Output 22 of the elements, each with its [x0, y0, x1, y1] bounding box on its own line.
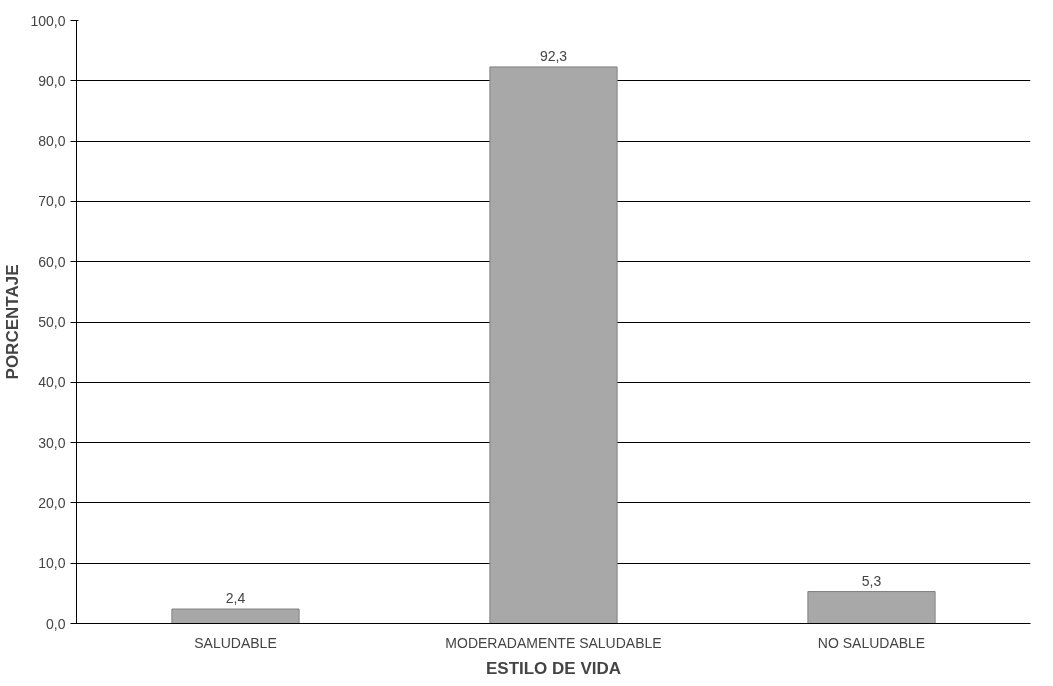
x-tick-label: MODERADAMENTE SALUDABLE: [445, 634, 662, 651]
y-tick-label: 50,0: [38, 314, 66, 330]
bar: [171, 608, 300, 624]
y-tick-label: 30,0: [38, 434, 66, 451]
y-tick-label: 90,0: [38, 72, 66, 89]
x-tick-label: NO SALUDABLE: [817, 634, 926, 651]
bar: [489, 66, 618, 624]
data-label: 2,4: [225, 590, 246, 607]
y-tick-label: 60,0: [38, 253, 66, 270]
x-axis-title: ESTILO DE VIDA: [485, 658, 622, 678]
y-tick-label: 80,0: [38, 133, 66, 150]
data-label: 5,3: [861, 572, 882, 589]
y-tick-label: 100,0: [30, 12, 66, 29]
x-tick-label: SALUDABLE: [194, 634, 277, 651]
y-axis-title: PORCENTAJE: [3, 264, 23, 380]
y-tick-label: 40,0: [38, 374, 66, 391]
y-tick-label: 70,0: [38, 193, 66, 210]
y-tick-label: 0,0: [46, 615, 66, 632]
y-tick-label: 10,0: [38, 555, 66, 572]
bar: [807, 591, 936, 624]
y-tick-label: 20,0: [38, 494, 66, 511]
data-label: 92,3: [539, 47, 568, 64]
